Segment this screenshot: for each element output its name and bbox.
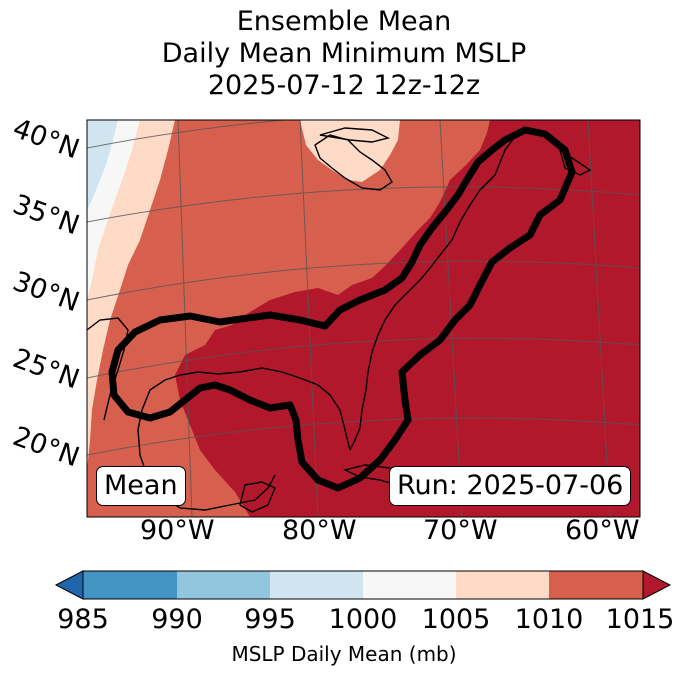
gridline-lat-25 bbox=[87, 337, 640, 379]
colorbar-extend-high bbox=[642, 570, 672, 600]
coastline-gulf bbox=[137, 367, 351, 511]
lon-label-90: 90°W bbox=[140, 515, 215, 546]
colorbar-segment-1005-1010 bbox=[456, 571, 549, 599]
lon-label-70: 70°W bbox=[423, 515, 498, 546]
field-band-1005-1010 bbox=[87, 120, 490, 517]
colorbar-tick-985: 985 bbox=[57, 604, 109, 635]
field-band-990-995 bbox=[87, 120, 118, 210]
colorbar bbox=[54, 570, 672, 600]
gridline-lat-30 bbox=[87, 260, 640, 301]
map-area bbox=[87, 120, 640, 517]
mean-label-box: Mean bbox=[96, 466, 186, 506]
colorbar-tick-1010: 1010 bbox=[514, 604, 584, 635]
colorbar-segment-1000-1005 bbox=[363, 571, 456, 599]
coastline-lake-superior bbox=[319, 127, 391, 143]
colorbar-segment-1010-1015 bbox=[549, 571, 643, 599]
run-date-box: Run: 2025-07-06 bbox=[389, 466, 632, 506]
coastline-nova-scotia bbox=[558, 148, 592, 176]
colorbar-tick-1015: 1015 bbox=[605, 604, 675, 635]
gridline-lon-70 bbox=[439, 120, 463, 517]
mslp-contour bbox=[108, 126, 576, 492]
colorbar-extend-low bbox=[54, 570, 84, 600]
coastline-yucatan bbox=[239, 481, 276, 513]
colorbar-segment-990-995 bbox=[177, 571, 270, 599]
gridline-lat-40 bbox=[87, 120, 640, 149]
title-line-3: 2025-07-12 12z-12z bbox=[207, 70, 481, 101]
title-line-2: Daily Mean Minimum MSLP bbox=[161, 38, 527, 69]
coastline-atlantic bbox=[349, 129, 521, 451]
gridline-lon-80 bbox=[299, 120, 319, 517]
colorbar-label: MSLP Daily Mean (mb) bbox=[231, 642, 457, 666]
gridline-lat-20 bbox=[87, 417, 640, 456]
colorbar-tick-1005: 1005 bbox=[421, 604, 491, 635]
colorbar-segment-995-1000 bbox=[270, 571, 363, 599]
title-line-1: Ensemble Mean bbox=[236, 6, 452, 37]
gridline-lon-60 bbox=[587, 120, 611, 517]
lon-label-80: 80°W bbox=[282, 515, 357, 546]
colorbar-tick-995: 995 bbox=[244, 604, 296, 635]
colorbar-segment-985-990 bbox=[83, 571, 177, 599]
colorbar-tick-1000: 1000 bbox=[328, 604, 398, 635]
colorbar-tick-990: 990 bbox=[151, 604, 203, 635]
colorbar-frame bbox=[82, 570, 644, 600]
lon-label-60: 60°W bbox=[565, 515, 640, 546]
map-frame bbox=[86, 119, 641, 518]
